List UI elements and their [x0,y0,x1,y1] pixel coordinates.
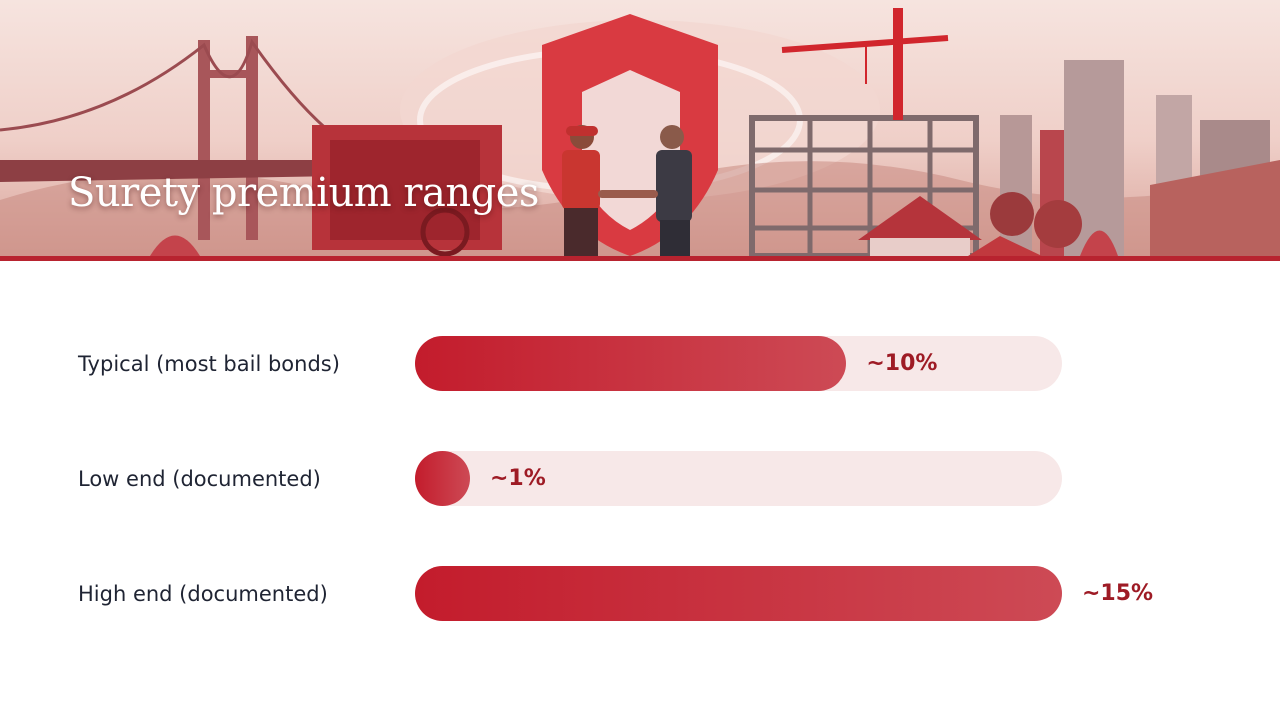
handshake-figures [562,125,692,256]
bridge-graphic [0,36,341,240]
bar [415,451,470,506]
category-label: Typical (most bail bonds) [78,351,340,376]
premium-bar-chart: Typical (most bail bonds) ~10% Low end (do… [0,261,1280,720]
bar [415,566,1062,621]
category-label: High end (documented) [78,581,328,606]
bar-track [415,451,1062,506]
safe-graphic [312,125,502,256]
bar [415,336,847,391]
bar-track [415,566,1062,621]
bar-track [415,336,1062,391]
house-graphic [858,192,1082,256]
category-label: Low end (documented) [78,466,321,491]
hero-divider [0,256,1280,261]
hero-banner: Surety premium ranges [0,0,1280,256]
hero-illustration [0,8,1280,256]
construction-graphic [749,8,979,256]
value-label: ~1% [490,465,546,491]
value-label: ~15% [1082,580,1154,606]
value-label: ~10% [866,350,938,376]
page-title: Surety premium ranges [68,170,539,216]
